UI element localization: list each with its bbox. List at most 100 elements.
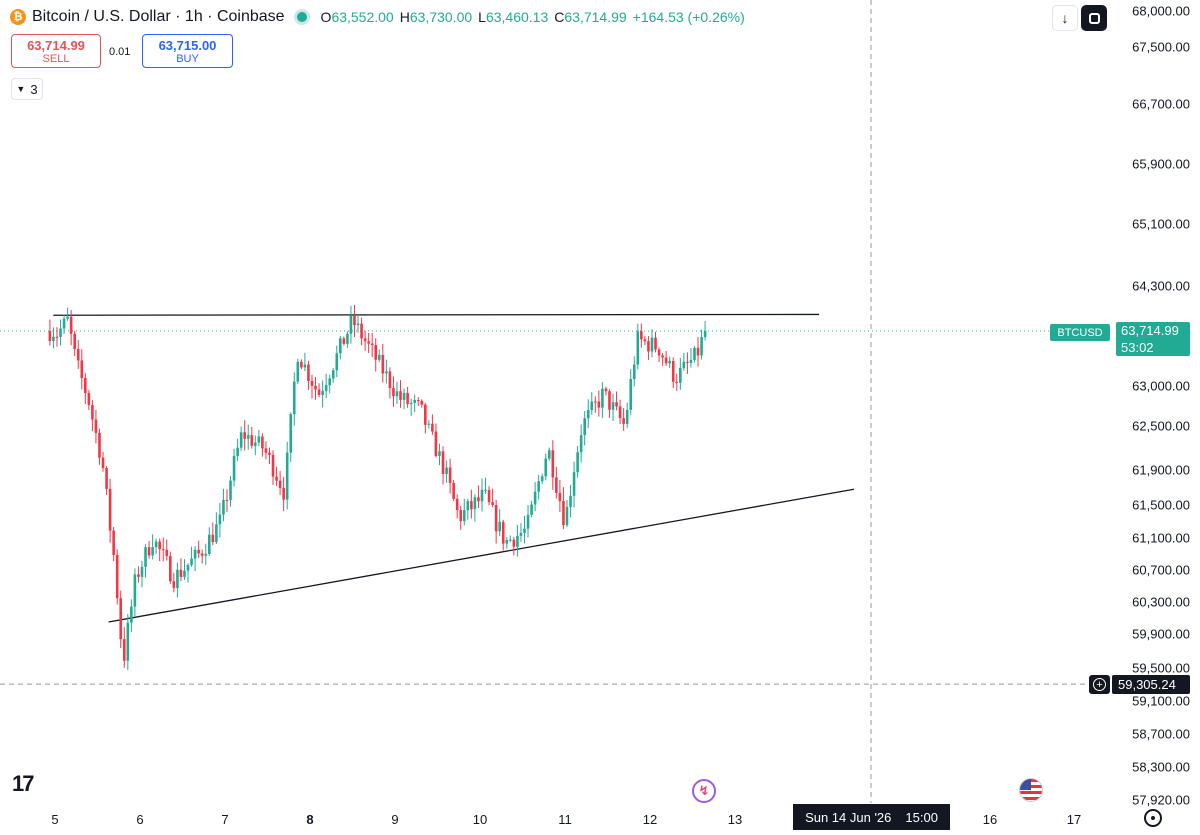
candle-body <box>115 555 119 599</box>
candle-body <box>346 333 349 344</box>
candle-body <box>239 432 243 448</box>
candle-body <box>413 400 416 403</box>
candle-body <box>335 353 339 371</box>
candle-body <box>597 401 601 408</box>
candle-body <box>632 364 636 380</box>
candle-body <box>161 549 165 551</box>
candle-body <box>686 361 689 363</box>
candle-body <box>629 379 633 410</box>
candle-body <box>183 570 186 577</box>
candle-body <box>640 331 643 340</box>
candle-body <box>250 435 254 446</box>
price-tick-label: 58,700.00 <box>1132 726 1190 742</box>
candle-body <box>172 581 176 589</box>
candle-body <box>477 497 480 502</box>
candle-body <box>94 419 98 433</box>
candle-body <box>133 574 137 607</box>
time-tick-label: 6 <box>136 812 144 827</box>
chart-header: ₿ Bitcoin / U.S. Dollar · 1h · Coinbase … <box>10 6 745 28</box>
time-tick-label: 16 <box>982 812 998 827</box>
candle-body <box>222 499 225 515</box>
price-change: +164.53 (+0.26%) <box>632 9 745 25</box>
candle-body <box>73 333 76 350</box>
time-tick-label: 11 <box>558 812 572 827</box>
indicators-count: 3 <box>30 81 38 97</box>
candle-body <box>186 565 190 571</box>
candle-body <box>487 489 491 503</box>
sell-button[interactable]: 63,714.99 SELL <box>11 34 101 68</box>
candle-body <box>498 521 501 532</box>
candle-body <box>261 436 264 449</box>
candle-body <box>671 360 675 382</box>
price-tick-label: 60,300.00 <box>1132 594 1190 610</box>
candle-body <box>232 456 236 481</box>
candle-body <box>657 349 661 356</box>
settings-icon[interactable] <box>1144 809 1162 827</box>
add-alert-button[interactable]: + <box>1089 675 1110 694</box>
candle-body <box>448 467 452 483</box>
market-status-icon[interactable] <box>296 12 307 22</box>
candle-body <box>650 337 654 352</box>
candle-body <box>268 452 271 455</box>
ohlc-low: L63,460.13 <box>478 9 549 25</box>
candle-body <box>618 406 622 419</box>
candle-body <box>470 501 473 510</box>
candle-body <box>675 381 679 383</box>
candle-body <box>540 476 544 482</box>
candle-body <box>519 532 523 536</box>
candle-body <box>200 553 204 556</box>
candle-body <box>370 343 374 346</box>
candle-body <box>137 574 140 577</box>
price-tick-label: 67,500.00 <box>1132 39 1190 55</box>
candle-body <box>395 391 399 397</box>
candle-body <box>91 405 94 420</box>
candle-body <box>151 547 154 556</box>
candle-body <box>289 414 293 453</box>
buy-button[interactable]: 63,715.00 BUY <box>142 34 233 68</box>
candle-body <box>424 404 427 425</box>
us-flag-icon[interactable] <box>1019 778 1043 802</box>
indicators-toggle-button[interactable]: ▼ 3 <box>11 78 43 100</box>
fullscreen-button[interactable] <box>1081 5 1107 31</box>
candle-body <box>246 435 250 439</box>
candle-body <box>377 354 381 360</box>
symbol-title[interactable]: Bitcoin / U.S. Dollar · 1h · Coinbase <box>32 8 285 25</box>
candle-body <box>55 336 59 338</box>
scroll-down-button[interactable]: ↓ <box>1052 5 1078 31</box>
ohlc-close: C63,714.99 <box>554 9 627 25</box>
tradingview-logo-icon[interactable]: 17 <box>12 771 35 796</box>
price-tick-label: 61,500.00 <box>1132 497 1190 513</box>
candle-body <box>321 390 324 395</box>
candle-body <box>565 506 569 526</box>
candle-body <box>512 539 516 547</box>
candle-body <box>445 467 448 474</box>
time-tick-label: 5 <box>51 812 59 827</box>
candle-body <box>664 357 668 364</box>
ohlc-high: H63,730.00 <box>399 9 473 25</box>
candle-body <box>601 388 604 408</box>
candle-body <box>360 323 363 339</box>
time-tick-label: 9 <box>391 812 399 827</box>
price-tick-label: 65,100.00 <box>1132 216 1190 232</box>
candle-body <box>225 499 229 501</box>
candle-body <box>349 315 353 334</box>
candle-body <box>328 378 331 386</box>
candle-body <box>491 502 494 505</box>
candle-body <box>342 338 346 344</box>
crosshair-clock: 15:00 <box>905 809 938 825</box>
candle-body <box>108 488 112 531</box>
candle-body <box>264 448 268 453</box>
ai-assistant-icon[interactable]: ↯ <box>692 779 716 803</box>
candle-body <box>473 497 477 510</box>
price-tick-label: 64,300.00 <box>1132 278 1190 294</box>
candle-body <box>547 450 551 459</box>
candle-body <box>427 423 431 425</box>
candle-body <box>533 491 537 505</box>
candle-body <box>385 371 388 374</box>
candle-body <box>622 418 625 424</box>
candle-body <box>505 540 509 544</box>
candle-body <box>661 355 664 358</box>
candle-body <box>576 452 579 473</box>
candle-body <box>466 501 470 511</box>
